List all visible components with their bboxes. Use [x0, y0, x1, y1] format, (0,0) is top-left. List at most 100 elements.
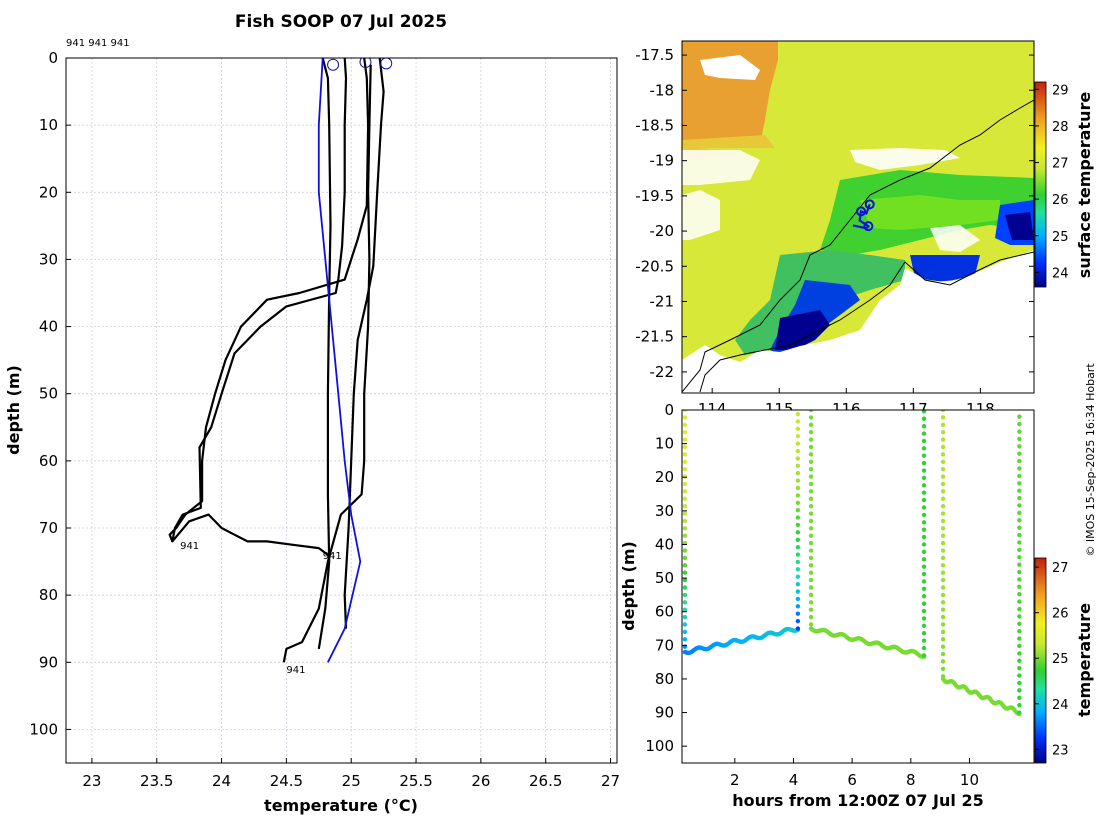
sst-cloud-west	[682, 150, 760, 185]
section-point	[1017, 540, 1022, 545]
profile-axes-frame	[65, 57, 618, 764]
section-point	[940, 511, 946, 516]
section-point	[682, 496, 688, 501]
section-point	[808, 548, 814, 553]
section-point	[940, 637, 946, 642]
profile-y-tick-label: 80	[39, 586, 58, 604]
section-point	[921, 446, 927, 451]
section-point	[1017, 444, 1022, 449]
section-point	[682, 466, 688, 472]
section-point	[795, 552, 801, 557]
section-colorbar-tick-label: 23	[1052, 743, 1069, 758]
section-point	[1017, 658, 1022, 663]
profile-y-tick-label: 40	[39, 318, 58, 336]
section-point	[1017, 555, 1022, 560]
sst-cold-mid	[910, 255, 980, 282]
section-point	[808, 614, 814, 620]
section-point	[921, 549, 927, 555]
section-point	[1017, 414, 1022, 419]
reference-profile-line	[317, 58, 362, 663]
section-point	[940, 548, 946, 553]
profile-y-label: depth (m)	[4, 365, 23, 455]
section-y-tick-label: 10	[655, 435, 674, 453]
section-point	[682, 410, 688, 413]
section-y-ticks: 0 10 20 30 40 50 60 70 80 90 100	[645, 401, 687, 755]
section-point	[795, 478, 801, 483]
section-point	[921, 431, 927, 436]
section-point	[940, 651, 946, 657]
section-point	[795, 434, 801, 439]
section-point	[921, 520, 927, 525]
section-point	[940, 466, 946, 472]
section-point	[921, 594, 927, 599]
section-point	[940, 555, 946, 561]
section-y-tick-label: 70	[655, 636, 674, 654]
profile-x-tick-label: 24	[212, 772, 231, 790]
section-y-tick-label: 80	[655, 670, 674, 688]
section-point	[808, 622, 814, 627]
section-x-label: hours from 12:00Z 07 Jul 25	[732, 791, 983, 810]
profile-2-line	[171, 58, 348, 542]
section-colorbar-tick-label: 26	[1052, 607, 1069, 622]
profile-x-tick-label: 27	[601, 772, 620, 790]
section-point	[682, 600, 688, 605]
section-point	[808, 444, 814, 450]
section-point	[1017, 532, 1022, 538]
section-point	[921, 416, 927, 421]
section-colorbar-tick-label: 24	[1052, 698, 1069, 713]
section-point	[1017, 592, 1022, 597]
section-point	[940, 452, 946, 457]
section-point	[795, 589, 801, 594]
section-point	[795, 419, 801, 424]
section-point	[682, 526, 688, 531]
section-point	[808, 526, 814, 531]
section-colorbar-label: temperature	[1075, 603, 1094, 717]
section-x-ticks: 2 4 6 8 10	[730, 758, 979, 789]
section-point	[795, 448, 801, 454]
section-point	[1017, 525, 1022, 530]
section-point	[921, 423, 927, 429]
section-point	[1017, 458, 1022, 464]
profile-x-tick-label: 25	[342, 772, 361, 790]
section-y-tick-label: 100	[645, 737, 674, 755]
profile-x-tick-label: 25.5	[399, 772, 432, 790]
section-point	[1017, 621, 1022, 627]
map-y-tick-label: -19.5	[635, 187, 674, 205]
section-point	[808, 585, 814, 590]
section-point	[808, 518, 814, 524]
profile-y-tick-label: 10	[39, 116, 58, 134]
section-point	[795, 485, 801, 491]
section-point	[682, 577, 688, 583]
section-point	[808, 511, 814, 516]
section-point	[940, 629, 946, 635]
map-y-tick-label: -21.5	[635, 328, 674, 346]
section-point	[1017, 436, 1022, 442]
section-point	[921, 453, 927, 458]
map-colorbar	[1034, 81, 1047, 288]
profile-id-label: 941	[323, 551, 342, 562]
section-x-tick-label: 8	[906, 771, 916, 789]
section-point	[921, 505, 927, 510]
profile-x-label: temperature (°C)	[264, 796, 418, 815]
section-point	[808, 555, 814, 561]
section-point	[682, 629, 688, 635]
section-point	[921, 564, 927, 569]
section-point	[940, 644, 946, 649]
profile-y-ticks: 0 10 20 30 40 50 60 70 80 90 100	[29, 49, 71, 738]
section-y-tick-label: 40	[655, 535, 674, 553]
section-point	[940, 526, 946, 531]
map-colorbar-tick-label: 25	[1052, 230, 1069, 245]
section-y-label: depth (m)	[619, 541, 638, 631]
map-y-tick-label: -21	[650, 292, 675, 310]
profile-y-tick-label: 0	[48, 49, 58, 67]
section-point	[1017, 680, 1022, 686]
profile-x-tick-label: 24.5	[270, 772, 303, 790]
section-point	[808, 570, 814, 575]
section-point	[682, 533, 688, 538]
section-point	[795, 611, 801, 616]
map-colorbar-label: surface temperature	[1075, 92, 1094, 279]
section-plot-area	[682, 410, 1034, 763]
section-point	[795, 522, 801, 528]
section-point	[940, 577, 946, 583]
